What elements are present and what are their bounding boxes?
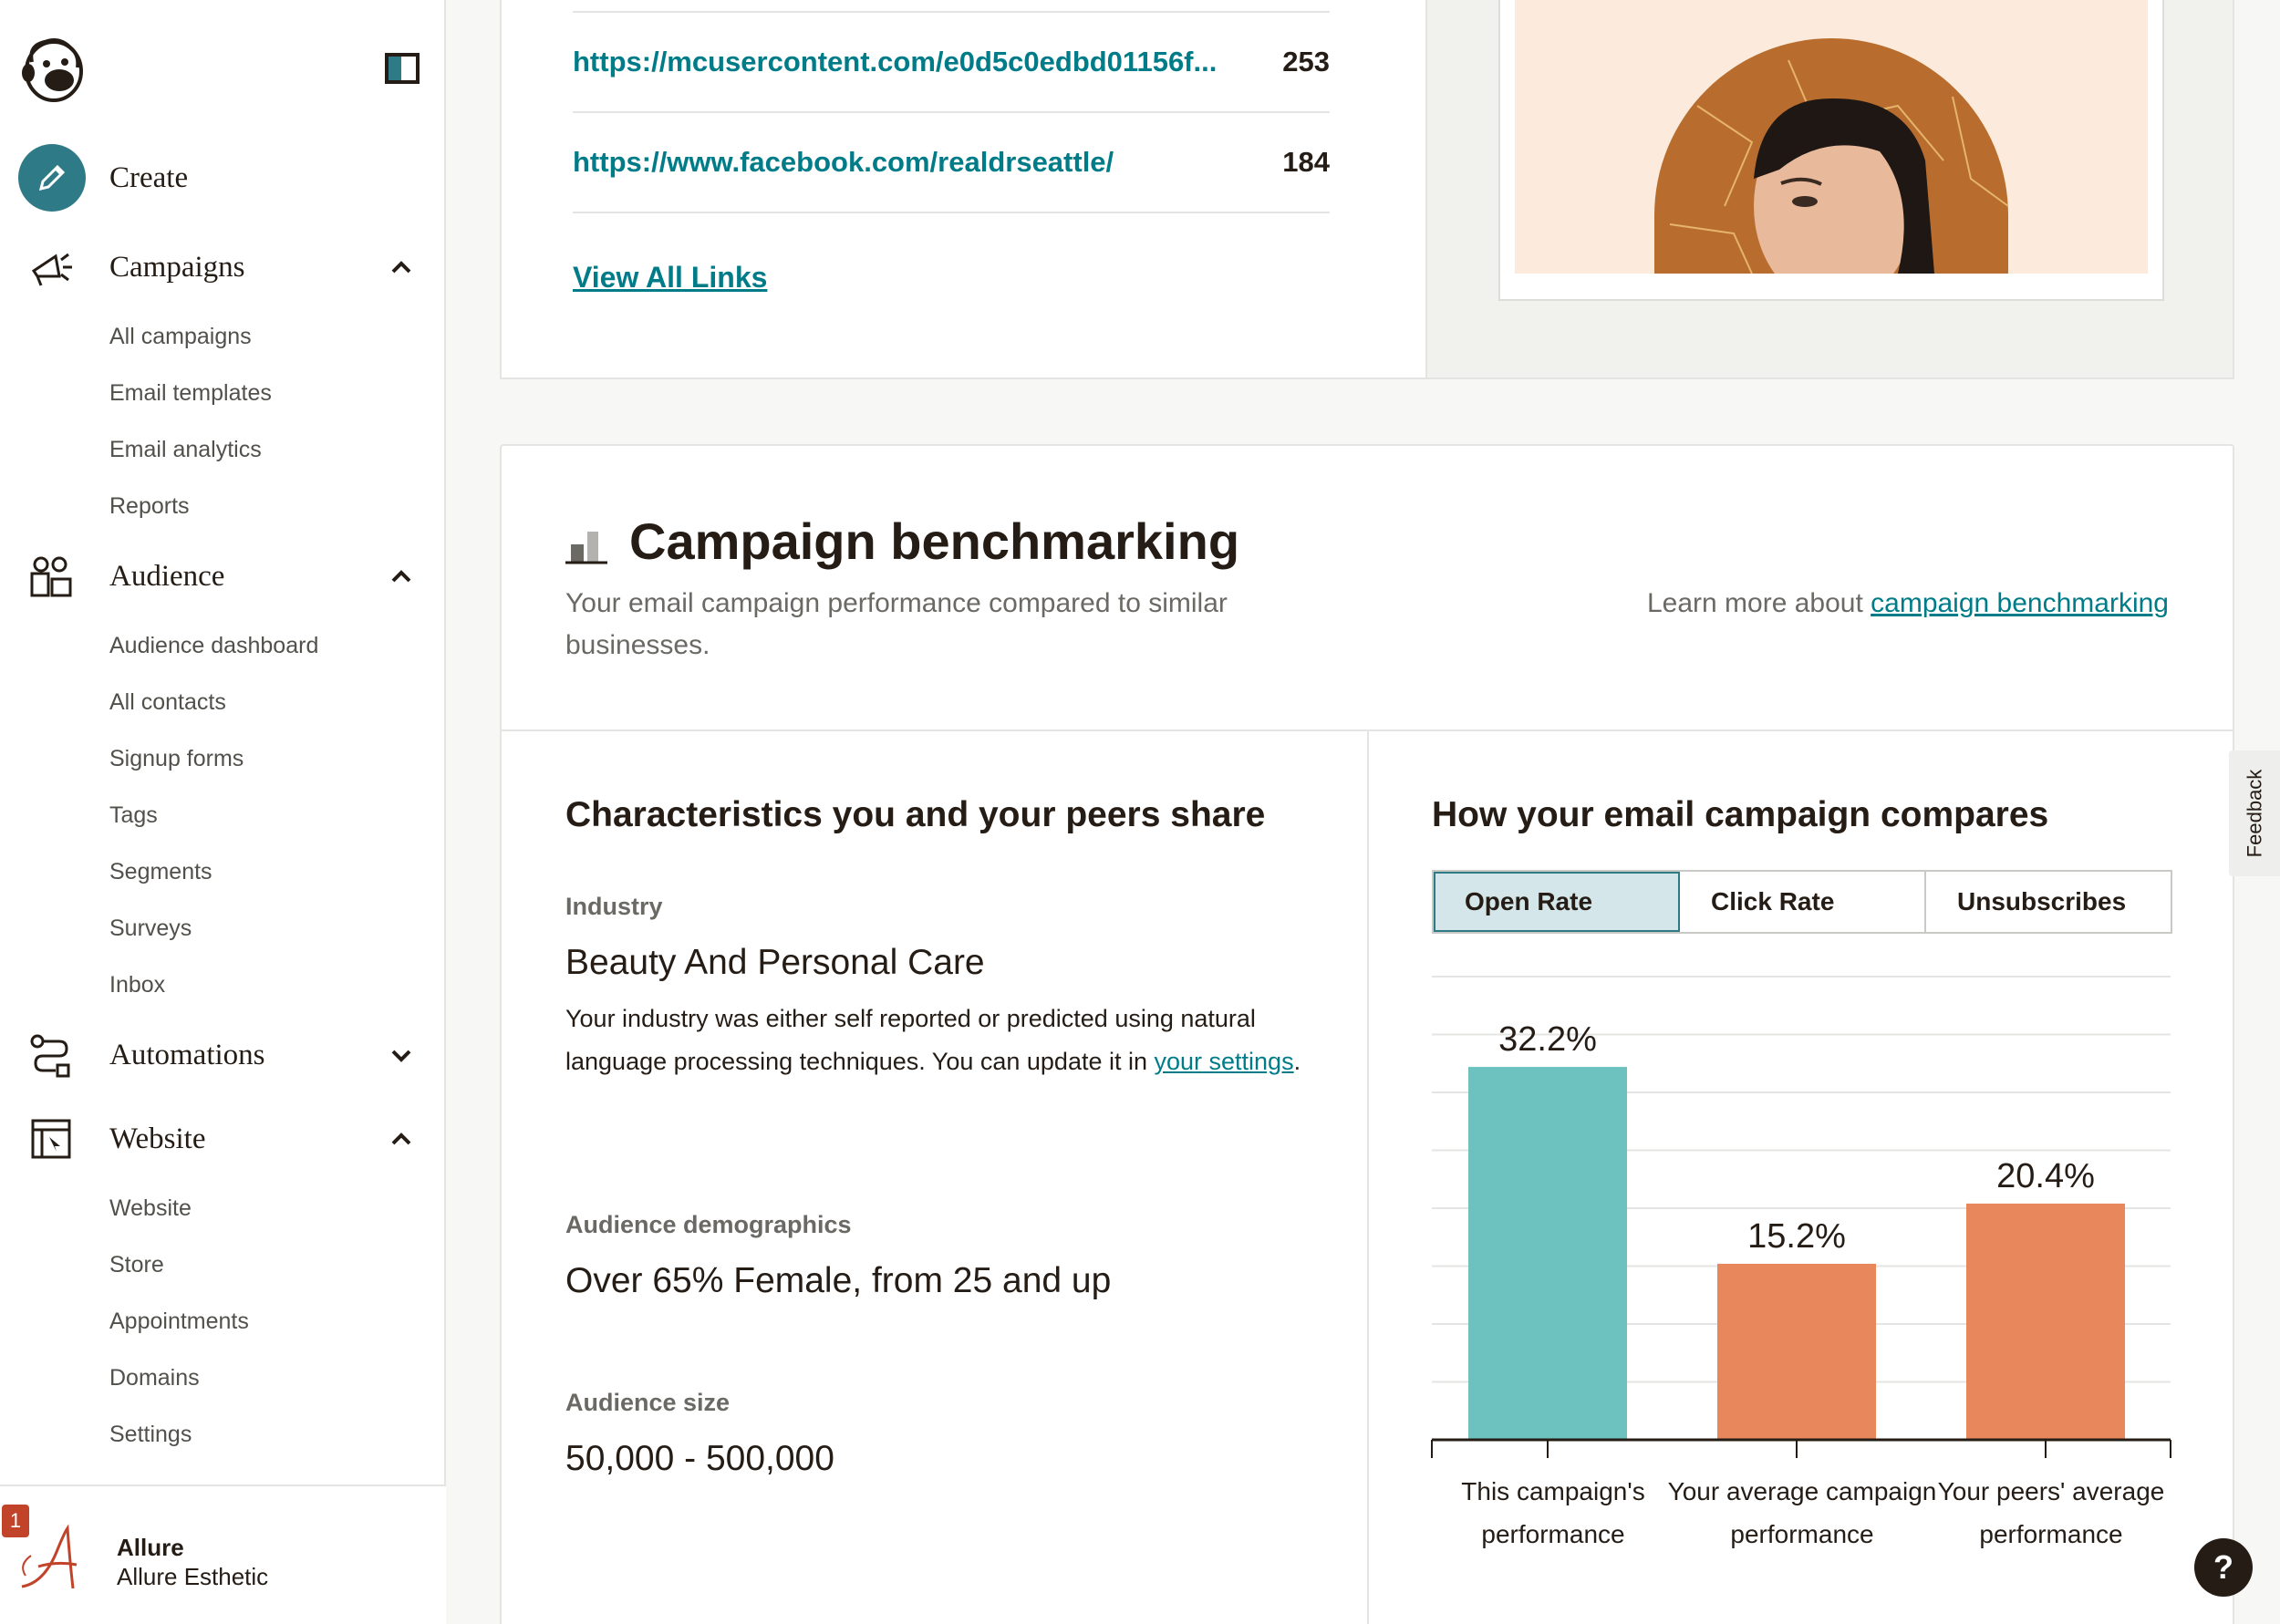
link-click-count: 253 — [1282, 46, 1330, 78]
nav-automations[interactable]: Automations — [0, 1023, 446, 1087]
nav-surveys[interactable]: Surveys — [109, 915, 192, 941]
bar — [1468, 1067, 1627, 1440]
benchmark-bar-chart: 32.2% This campaign's performance 15.2% Your… — [1431, 976, 2171, 1548]
nav-email-templates[interactable]: Email templates — [109, 380, 272, 406]
chevron-up-icon[interactable] — [388, 253, 415, 281]
chevron-up-icon[interactable] — [388, 1125, 415, 1153]
help-button[interactable]: ? — [2194, 1538, 2253, 1597]
clicked-links-card: https://mcusercontent.com/e0d5c0edbd0115… — [500, 0, 1427, 379]
nav-reports[interactable]: Reports — [109, 493, 190, 519]
pencil-icon — [18, 144, 86, 212]
category-label: Your peers' average — [1938, 1477, 2165, 1505]
nav-all-campaigns[interactable]: All campaigns — [109, 324, 252, 349]
metric-tabs: Open Rate Click Rate Unsubscribes — [1432, 870, 2172, 934]
divider — [573, 11, 1330, 13]
feedback-tab[interactable]: Feedback — [2229, 750, 2280, 876]
industry-label: Industry — [565, 893, 663, 920]
tab-open-rate[interactable]: Open Rate — [1434, 872, 1680, 932]
nav-audience-label: Audience — [109, 559, 225, 593]
nav-settings[interactable]: Settings — [109, 1422, 192, 1447]
settings-link[interactable]: your settings — [1154, 1048, 1294, 1075]
notification-badge[interactable]: 1 — [2, 1505, 29, 1537]
nav-tags[interactable]: Tags — [109, 802, 158, 828]
nav-website-label: Website — [109, 1122, 206, 1155]
nav-audience[interactable]: Audience — [0, 544, 446, 608]
account-logo-icon — [16, 1519, 89, 1596]
bar-value-label: 32.2% — [1498, 1020, 1597, 1059]
website-icon — [26, 1113, 77, 1164]
nav-create[interactable]: Create — [0, 144, 446, 212]
category-label: performance — [1481, 1520, 1624, 1548]
column-divider — [1367, 729, 1369, 1624]
nav-create-label: Create — [109, 160, 189, 194]
nav-inbox[interactable]: Inbox — [109, 972, 166, 998]
nav-campaigns[interactable]: Campaigns — [0, 235, 446, 299]
email-preview-panel — [1427, 0, 2234, 379]
link-row: https://mcusercontent.com/e0d5c0edbd0115… — [573, 13, 1330, 113]
sidebar-collapse-icon[interactable] — [385, 53, 420, 84]
view-all-links-link[interactable]: View All Links — [573, 261, 768, 294]
mailchimp-logo-icon[interactable] — [19, 35, 87, 102]
demographics-label: Audience demographics — [565, 1211, 852, 1238]
nav-domains[interactable]: Domains — [109, 1365, 200, 1391]
feedback-label: Feedback — [2243, 769, 2265, 858]
industry-description: Your industry was either self reported o… — [565, 998, 1322, 1083]
nav-all-contacts[interactable]: All contacts — [109, 689, 226, 715]
bar-value-label: 15.2% — [1747, 1217, 1846, 1256]
learn-more-text: Learn more about campaign benchmarking — [1647, 583, 2169, 625]
industry-desc-end: . — [1293, 1048, 1301, 1075]
nav-campaigns-label: Campaigns — [109, 250, 245, 284]
chevron-up-icon[interactable] — [388, 563, 415, 590]
campaign-benchmarking-card: Campaign benchmarking Your email campaig… — [500, 444, 2234, 1624]
audience-size-label: Audience size — [565, 1389, 731, 1416]
demographics-value: Over 65% Female, from 25 and up — [565, 1261, 1112, 1300]
account-switcher[interactable]: 1 Allure Allure Esthetic — [0, 1484, 446, 1624]
email-preview-image — [1515, 0, 2148, 274]
industry-desc-text: Your industry was either self reported o… — [565, 1005, 1256, 1075]
bar — [1717, 1263, 1876, 1440]
industry-value: Beauty And Personal Care — [565, 943, 985, 982]
nav-website[interactable]: Website — [0, 1107, 446, 1171]
account-name: Allure — [117, 1534, 184, 1561]
category-label: Your average campaign — [1668, 1477, 1937, 1505]
category-label: performance — [1979, 1520, 2122, 1548]
email-preview-frame[interactable] — [1498, 0, 2164, 301]
audience-size-value: 50,000 - 500,000 — [565, 1439, 834, 1478]
comparison-heading: How your email campaign compares — [1432, 795, 2049, 834]
nav-audience-dashboard[interactable]: Audience dashboard — [109, 633, 319, 658]
learn-more-prefix: Learn more about — [1646, 588, 1871, 618]
nav-appointments[interactable]: Appointments — [109, 1309, 249, 1334]
account-org: Allure Esthetic — [117, 1563, 269, 1590]
category-label: performance — [1730, 1520, 1873, 1548]
nav-website-sub[interactable]: Website — [109, 1195, 192, 1221]
section-title: Campaign benchmarking — [629, 512, 1240, 570]
chevron-down-icon[interactable] — [388, 1041, 415, 1069]
link-url[interactable]: https://mcusercontent.com/e0d5c0edbd0115… — [573, 46, 1218, 78]
nav-segments[interactable]: Segments — [109, 859, 212, 884]
nav-store[interactable]: Store — [109, 1252, 164, 1277]
bar — [1966, 1203, 2125, 1440]
bar-value-label: 20.4% — [1996, 1157, 2095, 1195]
category-label: This campaign's — [1461, 1477, 1644, 1505]
tab-click-rate[interactable]: Click Rate — [1680, 872, 1926, 932]
link-click-count: 184 — [1282, 146, 1330, 178]
nav-signup-forms[interactable]: Signup forms — [109, 746, 244, 771]
nav-email-analytics[interactable]: Email analytics — [109, 437, 262, 462]
automations-icon — [26, 1029, 77, 1081]
section-subtitle: Your email campaign performance compared… — [565, 588, 1228, 660]
link-row: https://www.facebook.com/realdrseattle/ … — [573, 113, 1330, 213]
learn-more-link[interactable]: campaign benchmarking — [1871, 588, 2169, 618]
audience-icon — [26, 551, 77, 602]
characteristics-heading: Characteristics you and your peers share — [565, 795, 1266, 834]
bar-chart-icon — [565, 528, 607, 564]
sidebar: Create Campaigns All campaigns Email tem… — [0, 0, 446, 1624]
nav-automations-label: Automations — [109, 1038, 265, 1071]
link-url[interactable]: https://www.facebook.com/realdrseattle/ — [573, 146, 1114, 178]
megaphone-icon — [26, 242, 77, 293]
tab-unsubscribes[interactable]: Unsubscribes — [1926, 872, 2171, 932]
